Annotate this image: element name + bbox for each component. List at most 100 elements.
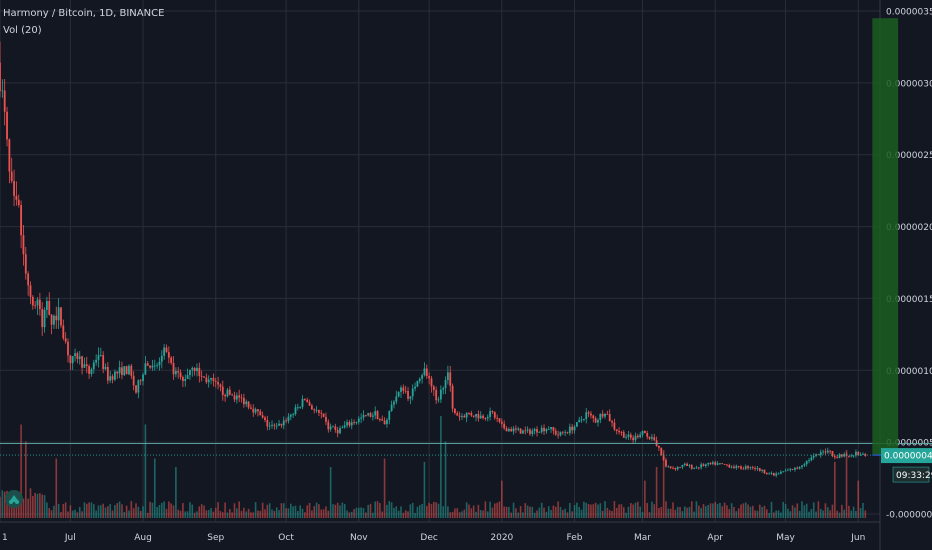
candle-body[interactable] <box>545 429 548 432</box>
candle-body[interactable] <box>585 412 588 420</box>
candle-body[interactable] <box>826 450 829 453</box>
candle-body[interactable] <box>329 426 332 430</box>
candle-body[interactable] <box>318 410 320 413</box>
candle-body[interactable] <box>439 389 442 400</box>
candle-body[interactable] <box>381 419 384 421</box>
candle-body[interactable] <box>130 365 133 376</box>
candle-body[interactable] <box>742 468 745 470</box>
candle-body[interactable] <box>69 355 72 364</box>
candle-body[interactable] <box>665 459 667 467</box>
candle-body[interactable] <box>561 431 564 433</box>
candle-body[interactable] <box>357 418 360 422</box>
candle-body[interactable] <box>484 418 487 419</box>
candle-body[interactable] <box>552 427 555 431</box>
candle-body[interactable] <box>367 413 370 416</box>
candle-body[interactable] <box>196 367 198 372</box>
candle-body[interactable] <box>106 366 109 381</box>
candle-body[interactable] <box>557 434 560 436</box>
candle-body[interactable] <box>751 467 754 469</box>
candle-body[interactable] <box>463 415 466 418</box>
candle-body[interactable] <box>193 367 196 372</box>
candle-body[interactable] <box>503 423 506 429</box>
candle-body[interactable] <box>259 411 262 416</box>
candle-body[interactable] <box>271 424 273 426</box>
candle-body[interactable] <box>257 409 259 412</box>
candle-body[interactable] <box>754 468 756 469</box>
candle-body[interactable] <box>151 365 154 368</box>
candle-body[interactable] <box>709 462 712 464</box>
candle-body[interactable] <box>252 408 255 413</box>
candle-body[interactable] <box>17 199 20 206</box>
candle-body[interactable] <box>137 380 140 393</box>
candle-body[interactable] <box>829 450 832 452</box>
candle-body[interactable] <box>144 363 147 375</box>
candle-body[interactable] <box>264 417 266 421</box>
candle-body[interactable] <box>418 378 421 382</box>
candle-body[interactable] <box>597 419 599 423</box>
candle-body[interactable] <box>629 434 632 438</box>
candle-body[interactable] <box>99 355 102 356</box>
candle-body[interactable] <box>498 418 501 422</box>
candle-body[interactable] <box>850 455 853 457</box>
candle-body[interactable] <box>590 413 592 416</box>
candle-body[interactable] <box>740 466 742 469</box>
candle-body[interactable] <box>313 409 316 411</box>
candle-body[interactable] <box>449 372 452 386</box>
candle-body[interactable] <box>660 447 663 456</box>
candle-body[interactable] <box>864 453 867 456</box>
candle-body[interactable] <box>580 419 583 421</box>
candle-body[interactable] <box>653 437 656 441</box>
candle-body[interactable] <box>791 468 794 470</box>
candle-body[interactable] <box>730 466 733 468</box>
candle-body[interactable] <box>34 305 37 307</box>
candle-body[interactable] <box>334 426 337 430</box>
candle-body[interactable] <box>325 416 327 422</box>
candle-body[interactable] <box>397 391 400 397</box>
candle-body[interactable] <box>833 456 836 458</box>
candle-body[interactable] <box>0 62 1 92</box>
candle-body[interactable] <box>533 429 536 431</box>
candle-body[interactable] <box>575 422 578 427</box>
candle-body[interactable] <box>132 375 135 386</box>
candle-body[interactable] <box>74 353 76 357</box>
candle-body[interactable] <box>275 425 278 427</box>
candle-body[interactable] <box>142 374 144 382</box>
candle-body[interactable] <box>583 419 585 420</box>
candle-body[interactable] <box>808 460 810 462</box>
candle-body[interactable] <box>121 367 123 376</box>
candle-body[interactable] <box>819 452 822 456</box>
candle-body[interactable] <box>205 377 208 383</box>
candle-body[interactable] <box>123 366 126 376</box>
candle-body[interactable] <box>606 413 609 415</box>
candle-body[interactable] <box>409 396 412 399</box>
candle-body[interactable] <box>10 171 13 182</box>
candle-body[interactable] <box>536 429 538 433</box>
candle-body[interactable] <box>550 427 552 430</box>
candle-body[interactable] <box>702 464 705 466</box>
candle-body[interactable] <box>22 235 25 255</box>
candle-body[interactable] <box>618 430 620 433</box>
candle-body[interactable] <box>651 437 653 439</box>
candle-body[interactable] <box>693 468 696 470</box>
candle-body[interactable] <box>507 428 510 432</box>
candle-body[interactable] <box>353 422 355 424</box>
candle-body[interactable] <box>315 410 318 411</box>
candle-body[interactable] <box>369 413 372 417</box>
candle-body[interactable] <box>235 395 238 400</box>
candle-body[interactable] <box>50 314 53 325</box>
candle-body[interactable] <box>332 426 334 428</box>
candle-body[interactable] <box>522 430 524 434</box>
candle-body[interactable] <box>266 420 269 427</box>
candle-body[interactable] <box>163 347 166 356</box>
candle-body[interactable] <box>125 366 128 375</box>
candle-body[interactable] <box>78 356 81 359</box>
candle-body[interactable] <box>446 372 449 381</box>
candle-body[interactable] <box>489 411 492 417</box>
candle-body[interactable] <box>604 413 606 417</box>
candle-body[interactable] <box>294 407 297 415</box>
candle-body[interactable] <box>451 385 454 409</box>
candle-body[interactable] <box>859 454 862 456</box>
candle-body[interactable] <box>41 309 44 328</box>
candle-body[interactable] <box>400 387 402 392</box>
candle-body[interactable] <box>186 375 189 380</box>
